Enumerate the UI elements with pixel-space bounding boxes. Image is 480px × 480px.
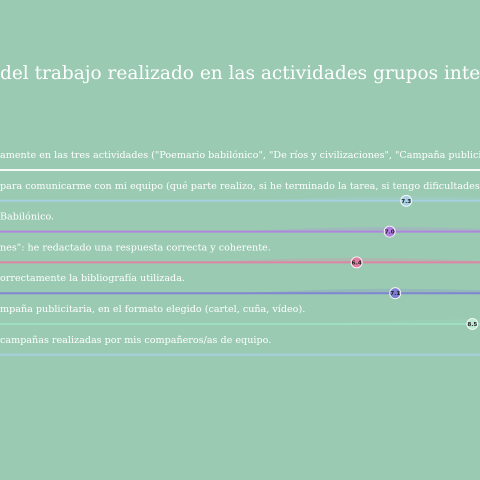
category-label: mpaña publicitaria, en el formato elegid… xyxy=(0,304,305,315)
category-label: orrectamente la bibliografía utilizada. xyxy=(0,273,185,284)
category-label: para comunicarme con mi equipo (qué part… xyxy=(0,181,480,192)
chart-row: campañas realizadas por mis compañeros/a… xyxy=(0,335,480,356)
chart-row: nes": he redactado una respuesta correct… xyxy=(0,242,480,269)
value-dot xyxy=(350,256,363,269)
value-dot xyxy=(466,318,479,330)
value-label: 7.1 xyxy=(390,291,400,297)
chart-row: Babilónico. 7.0 xyxy=(0,212,480,238)
value-dot xyxy=(400,194,413,207)
chart-rows: amente en las tres actividades ("Poemari… xyxy=(0,150,480,356)
chart-row: mpaña publicitaria, en el formato elegid… xyxy=(0,304,480,330)
value-label: 7.0 xyxy=(385,230,395,236)
chart-row: para comunicarme con mi equipo (qué part… xyxy=(0,181,480,207)
value-dot xyxy=(383,225,396,238)
distribution-area xyxy=(206,257,480,263)
category-label: Babilónico. xyxy=(0,212,54,223)
chart-row: orrectamente la bibliografía utilizada. 7… xyxy=(0,273,480,300)
category-label: nes": he redactado una respuesta correct… xyxy=(0,242,271,253)
value-label: 7.3 xyxy=(401,199,411,205)
distribution-area xyxy=(245,288,480,294)
value-label: 6.4 xyxy=(352,260,362,266)
chart-row: amente en las tres actividades ("Poemari… xyxy=(0,150,480,171)
distribution-area xyxy=(256,196,480,201)
value-label: 8.5 xyxy=(467,322,477,328)
chart-title: del trabajo realizado en las actividades… xyxy=(0,63,480,84)
value-dot xyxy=(389,287,402,300)
category-label: campañas realizadas por mis compañeros/a… xyxy=(0,335,271,346)
category-label: amente en las tres actividades ("Poemari… xyxy=(0,150,480,161)
distribution-area xyxy=(322,319,480,324)
distribution-area xyxy=(239,227,480,232)
